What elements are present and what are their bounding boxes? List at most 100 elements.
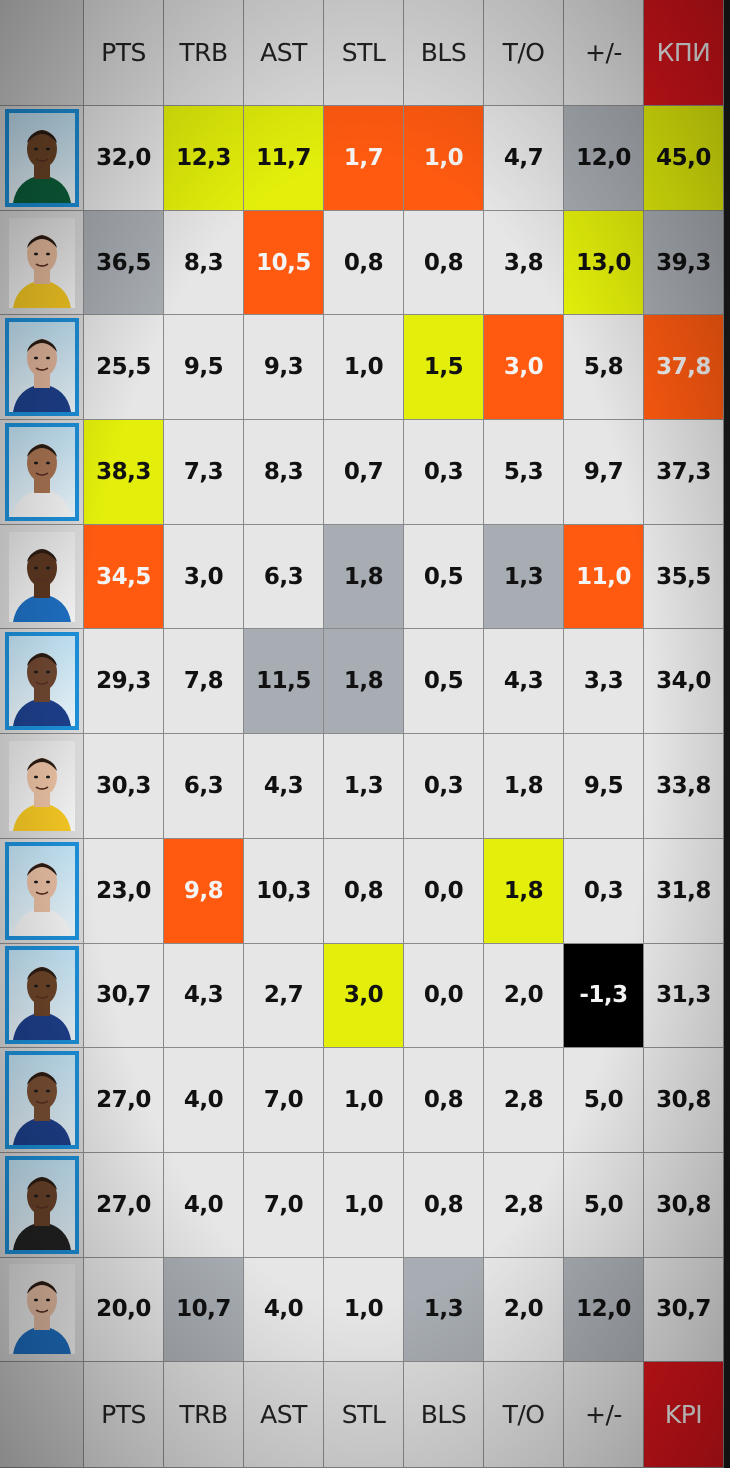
stat-cell-ast: 11,5: [244, 629, 324, 735]
stat-cell-t-o: 4,7: [484, 106, 564, 211]
player-photo-5: [4, 527, 79, 626]
player-photo-3: [4, 318, 79, 417]
player-photo-7: [4, 736, 79, 835]
stat-cell-ast: 2,7: [244, 943, 324, 1049]
stat-cell-plus-minus: 11,0: [564, 524, 644, 630]
stat-cell-plus-minus: 13,0: [564, 210, 644, 316]
stat-cell-plus-minus: 5,0: [564, 1048, 644, 1153]
stat-cell-bls: 0,0: [404, 943, 484, 1049]
player-photo-1: [4, 108, 79, 207]
stat-cell-stl: 1,0: [324, 315, 404, 421]
footer-plus-minus: +/-: [564, 1362, 644, 1468]
footer-corner: [0, 1362, 84, 1468]
footer-bls: BLS: [404, 1362, 484, 1468]
stat-cell-stl: 0,7: [324, 420, 404, 525]
stat-cell-pts: 29,3: [84, 629, 164, 735]
stat-cell-ast: 10,3: [244, 838, 324, 944]
player-photo-cell: [0, 1257, 84, 1363]
stat-cell-t-o: 1,3: [484, 524, 564, 630]
stat-cell-kpi: 45,0: [644, 106, 724, 211]
stat-cell-ast: 6,3: [244, 524, 324, 630]
stat-cell-bls: 0,8: [404, 210, 484, 316]
stat-cell-trb: 3,0: [164, 524, 244, 630]
player-photo-11: [4, 1155, 79, 1254]
player-photo-cell: [0, 210, 84, 316]
stat-cell-t-o: 3,0: [484, 315, 564, 421]
stat-cell-kpi: 37,3: [644, 420, 724, 525]
stat-cell-plus-minus: 0,3: [564, 838, 644, 944]
stat-cell-bls: 1,3: [404, 1257, 484, 1363]
header-t-o: T/O: [484, 0, 564, 106]
stat-cell-stl: 3,0: [324, 943, 404, 1049]
stat-cell-t-o: 2,8: [484, 1048, 564, 1153]
stat-cell-t-o: 3,8: [484, 210, 564, 316]
stat-cell-trb: 9,5: [164, 315, 244, 421]
stat-cell-stl: 1,3: [324, 734, 404, 839]
stat-cell-bls: 0,5: [404, 629, 484, 735]
stat-cell-kpi: 39,3: [644, 210, 724, 316]
stat-cell-t-o: 1,8: [484, 838, 564, 944]
player-photo-4: [4, 422, 79, 521]
stat-cell-ast: 7,0: [244, 1048, 324, 1153]
player-photo-cell: [0, 420, 84, 525]
stat-cell-kpi: 30,8: [644, 1152, 724, 1258]
stat-cell-pts: 20,0: [84, 1257, 164, 1363]
stat-cell-stl: 1,0: [324, 1152, 404, 1258]
stat-cell-bls: 0,3: [404, 734, 484, 839]
stat-cell-plus-minus: 9,7: [564, 420, 644, 525]
stat-cell-pts: 30,3: [84, 734, 164, 839]
stat-cell-plus-minus: 12,0: [564, 106, 644, 211]
stat-cell-stl: 0,8: [324, 838, 404, 944]
stat-cell-trb: 10,7: [164, 1257, 244, 1363]
stat-cell-plus-minus: 5,0: [564, 1152, 644, 1258]
player-photo-cell: [0, 1152, 84, 1258]
header-stl: STL: [324, 0, 404, 106]
stat-cell-t-o: 2,0: [484, 943, 564, 1049]
stat-cell-bls: 1,0: [404, 106, 484, 211]
player-photo-cell: [0, 838, 84, 944]
stat-cell-trb: 12,3: [164, 106, 244, 211]
stat-cell-stl: 1,8: [324, 524, 404, 630]
stat-cell-plus-minus: 12,0: [564, 1257, 644, 1363]
player-photo-12: [4, 1260, 79, 1359]
stat-cell-pts: 27,0: [84, 1152, 164, 1258]
player-photo-cell: [0, 629, 84, 735]
stat-cell-plus-minus: 5,8: [564, 315, 644, 421]
stat-cell-stl: 1,8: [324, 629, 404, 735]
stat-cell-t-o: 5,3: [484, 420, 564, 525]
player-photo-cell: [0, 943, 84, 1049]
header-pts: PTS: [84, 0, 164, 106]
player-photo-cell: [0, 524, 84, 630]
stat-cell-trb: 7,8: [164, 629, 244, 735]
stat-cell-trb: 9,8: [164, 838, 244, 944]
footer-kpi: KPI: [644, 1362, 724, 1468]
stat-cell-pts: 27,0: [84, 1048, 164, 1153]
stat-cell-kpi: 37,8: [644, 315, 724, 421]
stat-cell-trb: 4,0: [164, 1152, 244, 1258]
stat-cell-trb: 4,0: [164, 1048, 244, 1153]
stat-cell-kpi: 33,8: [644, 734, 724, 839]
player-photo-cell: [0, 1048, 84, 1153]
stat-cell-bls: 0,0: [404, 838, 484, 944]
stat-cell-pts: 23,0: [84, 838, 164, 944]
player-photo-9: [4, 946, 79, 1045]
stat-cell-t-o: 2,0: [484, 1257, 564, 1363]
stat-cell-pts: 34,5: [84, 524, 164, 630]
stat-cell-kpi: 34,0: [644, 629, 724, 735]
stat-cell-bls: 1,5: [404, 315, 484, 421]
player-photo-cell: [0, 315, 84, 421]
stat-cell-plus-minus: 9,5: [564, 734, 644, 839]
stat-cell-kpi: 30,8: [644, 1048, 724, 1153]
footer-ast: AST: [244, 1362, 324, 1468]
footer-t-o: T/O: [484, 1362, 564, 1468]
player-photo-cell: [0, 734, 84, 839]
stat-cell-ast: 11,7: [244, 106, 324, 211]
stat-cell-plus-minus: -1,3: [564, 943, 644, 1049]
stat-cell-ast: 9,3: [244, 315, 324, 421]
stat-cell-kpi: 35,5: [644, 524, 724, 630]
stat-cell-ast: 4,3: [244, 734, 324, 839]
stat-cell-trb: 8,3: [164, 210, 244, 316]
player-photo-10: [4, 1051, 79, 1150]
header-corner: [0, 0, 84, 106]
